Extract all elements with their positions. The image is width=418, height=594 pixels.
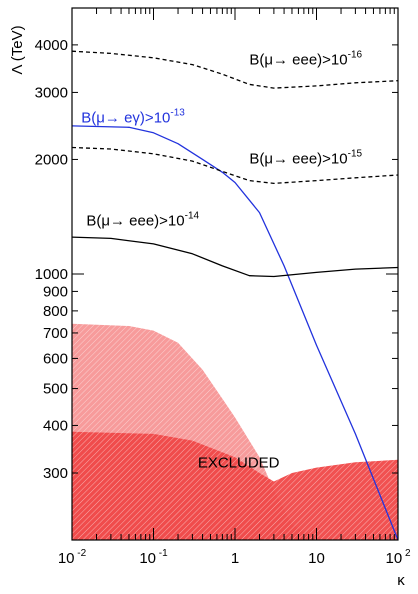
series-lines [72,50,398,540]
y-tick-label: 400 [43,417,68,434]
series-line-2 [72,146,398,185]
x-tick-label: 10 -2 [58,548,87,567]
curve-labels: B(μ→ eee)>10-16 B(μ→ eγ)>10-13 B(μ→ eee)>1… [81,50,362,230]
series-line-0 [72,50,398,89]
series-line-3 [72,236,398,278]
y-tick-label: 900 [43,283,68,300]
curve-label-2: B(μ→ eee)>10-15 [249,149,362,168]
x-tick-label: 1 [231,550,239,567]
curve-label-1: B(μ→ eγ)>10-13 [81,108,185,127]
y-tick-label: 3000 [35,84,68,101]
annotations: EXCLUDED [198,455,280,472]
y-tick-label: 700 [43,325,68,342]
y-tick-label: 1000 [35,266,68,283]
y-tick-label: 300 [43,465,68,482]
excluded-regions [72,323,398,540]
axis-ticks [71,7,399,541]
curve-label-0: B(μ→ eee)>10-16 [249,50,362,69]
x-tick-label: 10 2 [385,548,410,567]
y-tick-label: 500 [43,381,68,398]
y-tick-label: 4000 [35,37,68,54]
y-tick-label: 2000 [35,151,68,168]
x-tick-labels: 10 -2 10 -1 1 10 10 2 [58,548,411,567]
y-tick-label: 800 [43,303,68,320]
x-tick-label: 10 -1 [139,548,168,567]
curve-label-3: B(μ→ eee)>10-14 [86,211,199,230]
x-tick-label: 10 [308,550,325,567]
y-tick-label: 600 [43,350,68,367]
series-line-1 [72,125,398,540]
x-axis-label: κ [397,572,405,589]
y-axis-label: Λ (TeV) [9,25,26,74]
excluded-annotation: EXCLUDED [198,455,280,472]
excluded-lower-region [72,431,398,540]
